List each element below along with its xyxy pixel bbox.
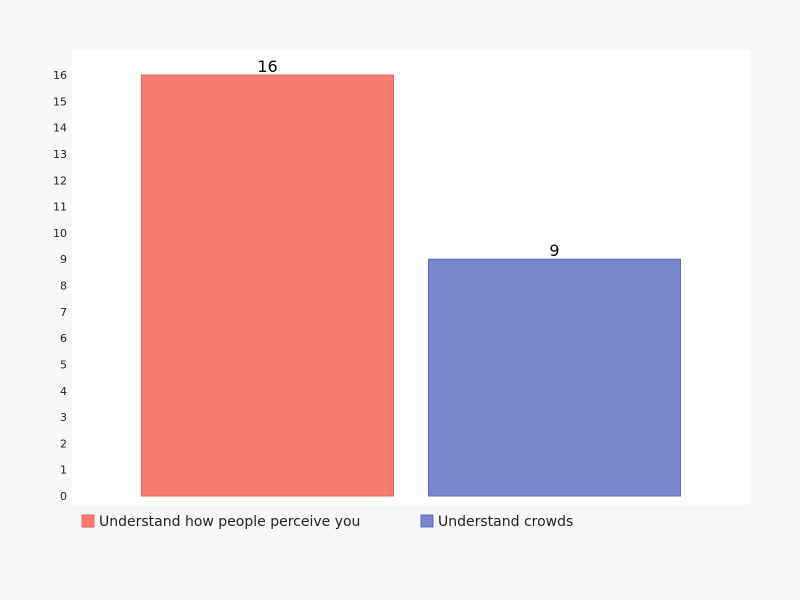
y-tick-label: 4: [60, 385, 67, 398]
bar: [141, 74, 394, 497]
y-tick-label: 6: [60, 332, 67, 345]
data-labels: 16 9: [257, 57, 559, 260]
bar: [428, 258, 681, 497]
legend-swatch: [81, 514, 95, 528]
legend-label: Understand crowds: [438, 514, 573, 530]
y-tick-label: 10: [53, 227, 67, 240]
y-tick-label: 5: [60, 358, 67, 371]
y-tick-label: 1: [60, 464, 67, 477]
y-tick-label: 8: [60, 280, 67, 293]
y-tick-label: 16: [53, 69, 67, 82]
y-tick-label: 14: [53, 122, 67, 135]
bars: [141, 74, 681, 497]
y-tick-label: 13: [53, 148, 67, 161]
legend-label: Understand how people perceive you: [99, 514, 360, 530]
y-tick-label: 3: [60, 411, 67, 424]
y-tick-label: 15: [53, 95, 67, 108]
y-tick-label: 7: [60, 306, 67, 319]
y-tick-label: 11: [53, 201, 67, 214]
bar-value-label: 9: [549, 241, 559, 260]
legend: Understand how people perceive you Unders…: [81, 514, 573, 530]
y-tick-label: 12: [53, 174, 67, 187]
legend-swatch: [420, 514, 434, 528]
y-tick-label: 2: [60, 437, 67, 450]
legend-item[interactable]: Understand crowds: [420, 514, 573, 530]
y-tick-label: 0: [60, 490, 67, 503]
y-tick-label: 9: [60, 253, 67, 266]
bar-value-label: 16: [257, 57, 277, 76]
legend-item[interactable]: Understand how people perceive you: [81, 514, 360, 530]
